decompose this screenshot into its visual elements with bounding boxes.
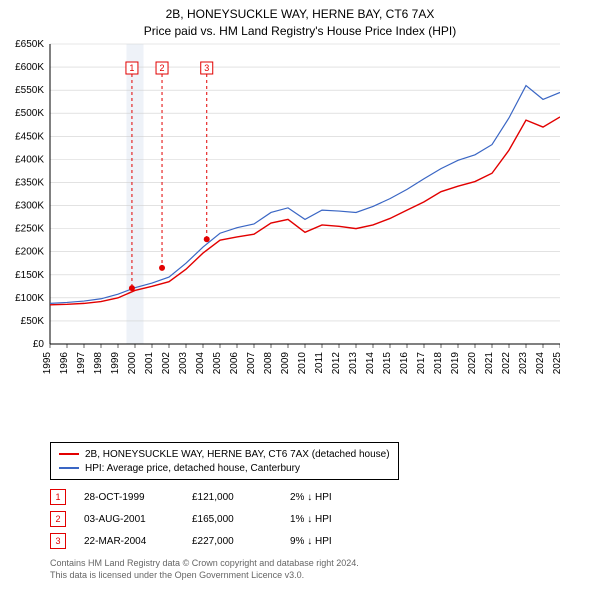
x-tick-label: 2014	[365, 351, 376, 374]
x-tick-label: 2017	[416, 351, 427, 374]
marker-table-row: 2 03-AUG-2001 £165,000 1% ↓ HPI	[50, 508, 370, 530]
footer-line-2: This data is licensed under the Open Gov…	[50, 570, 304, 580]
marker-number: 3	[204, 63, 209, 73]
x-tick-label: 2019	[450, 351, 461, 374]
marker-table-num: 2	[50, 511, 66, 527]
marker-table-delta: 9% ↓ HPI	[290, 536, 370, 547]
x-tick-label: 2022	[501, 351, 512, 374]
marker-table-row: 3 22-MAR-2004 £227,000 9% ↓ HPI	[50, 530, 370, 552]
marker-table-price: £227,000	[192, 536, 272, 547]
footer-note: Contains HM Land Registry data © Crown c…	[50, 558, 590, 581]
y-tick-label: £650K	[15, 40, 44, 50]
marker-table-num: 3	[50, 533, 66, 549]
marker-table-date: 28-OCT-1999	[84, 492, 174, 503]
legend: 2B, HONEYSUCKLE WAY, HERNE BAY, CT6 7AX …	[50, 442, 399, 480]
y-tick-label: £350K	[15, 177, 44, 188]
y-tick-label: £0	[33, 339, 45, 350]
marker-dot	[159, 264, 165, 270]
marker-number: 2	[160, 63, 165, 73]
marker-number: 1	[129, 63, 134, 73]
marker-table-date: 22-MAR-2004	[84, 536, 174, 547]
x-tick-label: 2020	[467, 351, 478, 374]
x-tick-label: 2021	[484, 351, 495, 374]
y-tick-label: £250K	[15, 223, 44, 234]
legend-row: 2B, HONEYSUCKLE WAY, HERNE BAY, CT6 7AX …	[59, 447, 390, 461]
x-tick-label: 2001	[144, 351, 155, 374]
legend-label: HPI: Average price, detached house, Cant…	[85, 463, 300, 474]
x-tick-label: 1997	[76, 351, 87, 374]
y-tick-label: £100K	[15, 292, 44, 303]
x-tick-label: 2007	[246, 351, 257, 374]
x-tick-label: 2012	[331, 351, 342, 374]
x-tick-label: 2006	[229, 351, 240, 374]
x-tick-label: 2010	[297, 351, 308, 374]
x-tick-label: 1998	[93, 351, 104, 374]
x-tick-label: 2018	[433, 351, 444, 374]
x-tick-label: 1999	[110, 351, 121, 374]
x-tick-label: 2000	[127, 351, 138, 374]
highlight-band	[127, 44, 144, 344]
y-tick-label: £150K	[15, 269, 44, 280]
marker-dot	[129, 285, 135, 291]
price-chart: £0 £50K £100K £150K £200K £250K £300K £350K £400…	[0, 40, 560, 380]
legend-swatch	[59, 453, 79, 455]
title-line-2: Price paid vs. HM Land Registry's House …	[0, 23, 600, 40]
marker-dot	[204, 236, 210, 242]
x-tick-label: 2002	[161, 351, 172, 374]
marker-table-delta: 1% ↓ HPI	[290, 514, 370, 525]
marker-table-delta: 2% ↓ HPI	[290, 492, 370, 503]
y-tick-label: £600K	[15, 62, 44, 73]
marker-table-row: 1 28-OCT-1999 £121,000 2% ↓ HPI	[50, 486, 370, 508]
marker-table: 1 28-OCT-1999 £121,000 2% ↓ HPI 2 03-AUG-2001…	[50, 486, 370, 552]
x-tick-label: 2004	[195, 351, 206, 374]
y-tick-label: £500K	[15, 108, 44, 119]
x-tick-label: 2011	[314, 351, 325, 373]
y-tick-label: £300K	[15, 200, 44, 211]
title-block: 2B, HONEYSUCKLE WAY, HERNE BAY, CT6 7AX …	[0, 0, 600, 40]
x-tick-label: 2024	[535, 351, 546, 374]
footer-line-1: Contains HM Land Registry data © Crown c…	[50, 558, 359, 568]
y-tick-label: £450K	[15, 131, 44, 142]
x-tick-label: 2005	[212, 351, 223, 374]
x-tick-label: 1995	[42, 351, 53, 374]
marker-table-price: £165,000	[192, 514, 272, 525]
title-line-1: 2B, HONEYSUCKLE WAY, HERNE BAY, CT6 7AX	[0, 6, 600, 23]
marker-table-date: 03-AUG-2001	[84, 514, 174, 525]
x-tick-label: 2025	[552, 351, 560, 374]
legend-swatch	[59, 467, 79, 469]
marker-table-num: 1	[50, 489, 66, 505]
x-tick-label: 1996	[59, 351, 70, 374]
x-tick-label: 2008	[263, 351, 274, 374]
x-tick-label: 2015	[382, 351, 393, 374]
chart-container: 2B, HONEYSUCKLE WAY, HERNE BAY, CT6 7AX …	[0, 0, 600, 590]
y-tick-label: £50K	[21, 316, 45, 327]
marker-table-price: £121,000	[192, 492, 272, 503]
x-tick-label: 2013	[348, 351, 359, 374]
y-tick-label: £400K	[15, 154, 44, 165]
x-tick-label: 2023	[518, 351, 529, 374]
x-tick-label: 2003	[178, 351, 189, 374]
y-tick-label: £550K	[15, 85, 44, 96]
y-tick-label: £200K	[15, 246, 44, 257]
legend-label: 2B, HONEYSUCKLE WAY, HERNE BAY, CT6 7AX …	[85, 449, 390, 460]
x-tick-label: 2016	[399, 351, 410, 374]
legend-row: HPI: Average price, detached house, Cant…	[59, 461, 390, 475]
x-tick-label: 2009	[280, 351, 291, 374]
